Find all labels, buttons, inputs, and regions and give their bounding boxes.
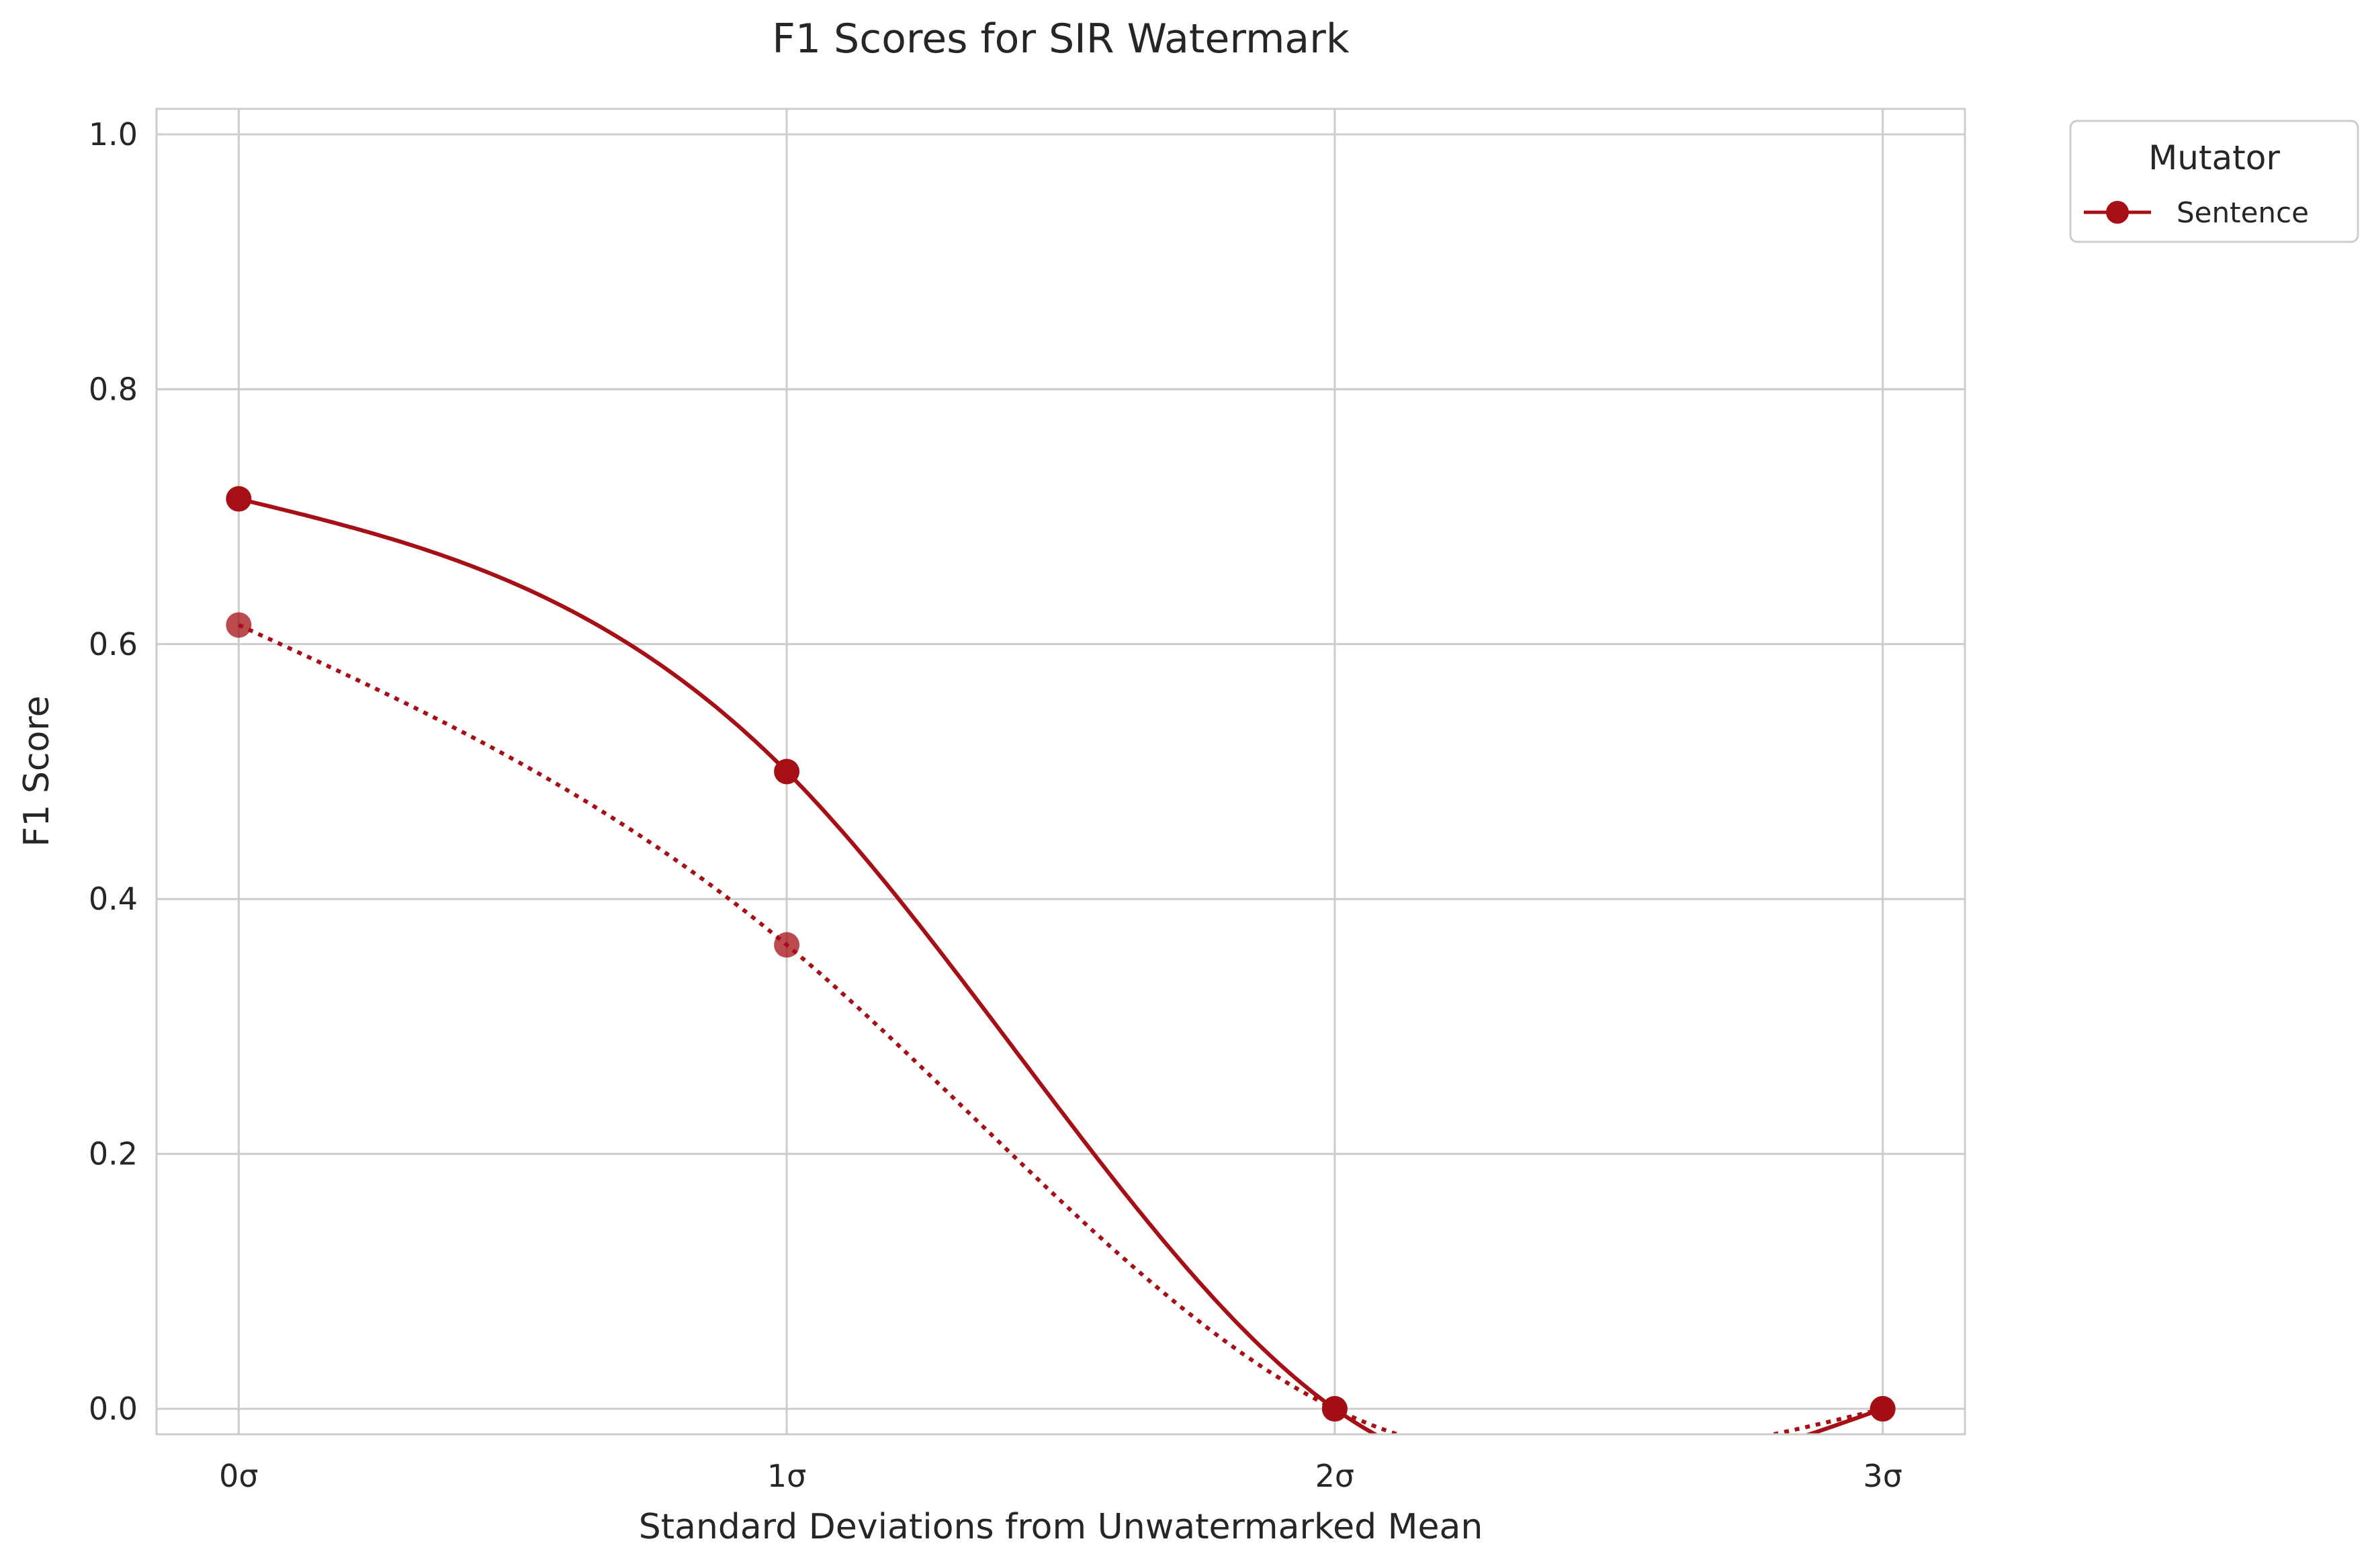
- y-tick-label: 0.6: [89, 626, 138, 662]
- chart-title: F1 Scores for SIR Watermark: [772, 15, 1349, 62]
- y-tick-labels: 0.0 0.2 0.4 0.6 0.8 1.0: [89, 116, 138, 1427]
- x-tick-label: 3σ: [1863, 1458, 1902, 1494]
- x-axis-label: Standard Deviations from Unwatermarked M…: [639, 1507, 1483, 1547]
- data-point: [774, 932, 800, 958]
- data-point: [1321, 1396, 1348, 1422]
- x-tick-label: 0σ: [219, 1458, 258, 1494]
- data-point: [1870, 1396, 1896, 1422]
- y-tick-label: 0.2: [89, 1136, 138, 1172]
- grid: [157, 109, 1965, 1434]
- data-point: [226, 486, 252, 512]
- y-tick-label: 0.0: [89, 1391, 138, 1427]
- y-tick-label: 0.4: [89, 881, 138, 917]
- y-axis-label: F1 Score: [17, 695, 57, 846]
- x-tick-label: 2σ: [1315, 1458, 1354, 1494]
- x-tick-label: 1σ: [767, 1458, 806, 1494]
- series-line-1: [238, 623, 1884, 1434]
- series-lines: [238, 496, 1884, 1434]
- data-point: [226, 612, 252, 638]
- y-tick-label: 0.8: [89, 371, 138, 407]
- data-point: [774, 758, 800, 785]
- legend: Mutator Sentence: [2069, 120, 2359, 243]
- legend-entry-sentence: Sentence: [2177, 196, 2309, 229]
- x-tick-labels: 0σ 1σ 2σ 3σ: [219, 1458, 1902, 1494]
- legend-marker-swatch: [2106, 201, 2129, 224]
- series-markers: [226, 486, 1896, 1422]
- plot-frame: [155, 107, 1966, 1436]
- series-line-0: [238, 496, 1884, 1434]
- legend-title: Mutator: [2148, 138, 2280, 177]
- y-tick-label: 1.0: [89, 116, 138, 153]
